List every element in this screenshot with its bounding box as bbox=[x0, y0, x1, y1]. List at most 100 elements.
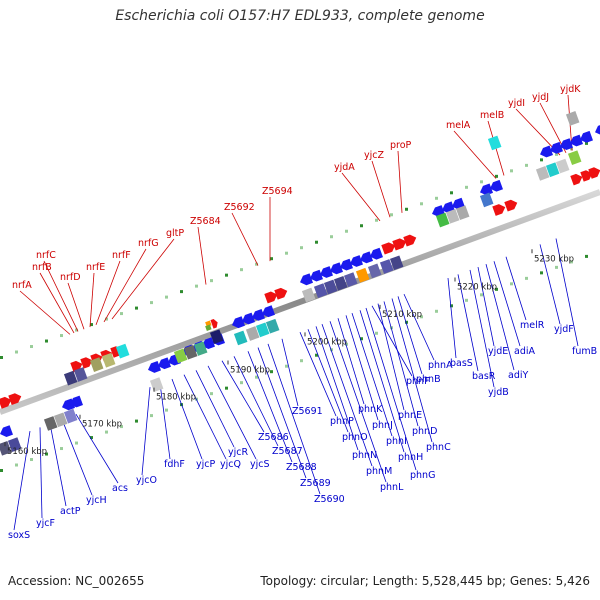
track-dot bbox=[465, 298, 468, 302]
gene-label-bottom: yjcR bbox=[228, 447, 248, 458]
gene-arrow-top bbox=[492, 204, 506, 216]
track-dot bbox=[135, 419, 138, 423]
gene-label-bottom: adiY bbox=[508, 370, 528, 381]
gene-label-bottom: Z5686 bbox=[258, 432, 289, 443]
gene-arrow-bottom bbox=[595, 123, 600, 136]
gene-label-bottom: basR bbox=[472, 371, 496, 382]
gene-arrow-top bbox=[264, 291, 278, 304]
gene-arrow-bottom bbox=[320, 266, 333, 278]
leader-line-bottom bbox=[299, 332, 337, 417]
gene-label-bottom: phnL bbox=[380, 482, 404, 493]
gene-arrow-top bbox=[210, 319, 218, 329]
track-dot bbox=[165, 408, 168, 412]
leader-line-top bbox=[43, 260, 79, 332]
gene-label-top: melB bbox=[480, 110, 504, 121]
gene-arrow-bottom bbox=[432, 205, 445, 217]
gene-label-bottom: Z5688 bbox=[286, 462, 317, 473]
track-dot bbox=[540, 158, 543, 162]
gene-label-bottom: phnF bbox=[406, 376, 430, 387]
accession-text: Accession: NC_002655 bbox=[8, 574, 145, 588]
gene-label-bottom: Z5687 bbox=[272, 446, 303, 457]
gene-label-bottom: yjcS bbox=[250, 459, 270, 470]
leader-line-top bbox=[67, 282, 85, 330]
gene-arrow-top bbox=[8, 393, 22, 406]
gene-label-top: yjdK bbox=[560, 84, 581, 95]
dotted-track bbox=[0, 141, 588, 472]
track-dot bbox=[285, 251, 288, 255]
leader-line-top bbox=[19, 290, 71, 335]
leader-line-bottom bbox=[345, 315, 379, 421]
leader-line-bottom bbox=[233, 356, 279, 447]
gene-label-top: yjdI bbox=[508, 98, 525, 109]
track-dot bbox=[300, 359, 303, 363]
gene-arrow-top bbox=[570, 173, 583, 186]
gene-label-top: proP bbox=[390, 140, 412, 151]
gene-arrow-bottom bbox=[540, 145, 553, 158]
leader-line-bottom bbox=[195, 370, 235, 448]
gene-label-top: nrfG bbox=[138, 238, 159, 249]
gene-arrow-top bbox=[0, 396, 12, 409]
gene-label-bottom: phnB bbox=[416, 374, 441, 385]
track-dot bbox=[255, 262, 258, 266]
leader-line-top bbox=[397, 150, 403, 213]
track-dot bbox=[105, 317, 108, 321]
protein-block bbox=[355, 267, 370, 283]
track-dot bbox=[555, 265, 558, 269]
track-dot bbox=[90, 436, 93, 440]
track-dot bbox=[135, 306, 138, 310]
gene-label-top: nrfD bbox=[60, 272, 81, 283]
track-dot bbox=[375, 218, 378, 222]
leader-line-top bbox=[197, 226, 207, 285]
gene-label-bottom: phnH bbox=[398, 452, 423, 463]
gene-label-bottom: yjdE bbox=[488, 346, 508, 357]
tick-label: 5200 kbp bbox=[307, 337, 347, 347]
gene-label-bottom: phnD bbox=[412, 426, 437, 437]
protein-block bbox=[323, 279, 338, 295]
track-dot bbox=[60, 334, 63, 338]
track-dot bbox=[240, 381, 243, 385]
genome-backbone bbox=[0, 189, 600, 415]
gene-label-bottom: phnE bbox=[398, 410, 422, 421]
gene-arrow-bottom bbox=[300, 273, 313, 286]
protein-block bbox=[565, 111, 580, 126]
gene-label-bottom: fdhF bbox=[164, 459, 185, 470]
track-dot bbox=[255, 375, 258, 379]
track-dot bbox=[90, 323, 93, 327]
track-dot bbox=[345, 342, 348, 346]
gene-label-bottom: yjcP bbox=[196, 459, 215, 470]
track-dot bbox=[60, 447, 63, 451]
leader-line-bottom bbox=[329, 321, 387, 483]
track-dot bbox=[180, 290, 183, 294]
track-dot bbox=[585, 254, 588, 258]
leader-line-bottom bbox=[267, 343, 321, 495]
protein-block bbox=[43, 416, 58, 431]
gene-label-bottom: yjcH bbox=[86, 495, 107, 506]
leader-line-bottom bbox=[159, 383, 171, 460]
track-dot bbox=[450, 191, 453, 195]
leader-line-bottom bbox=[49, 423, 67, 507]
track-dot bbox=[360, 337, 363, 341]
label-leaders bbox=[13, 94, 579, 531]
gene-label-top: gltP bbox=[166, 228, 184, 239]
genome-stats: Topology: circular; Length: 5,528,445 bp… bbox=[260, 574, 590, 588]
gene-arrow-bottom bbox=[452, 197, 465, 210]
gene-label-bottom: phnI bbox=[386, 436, 407, 447]
gene-label-bottom: phnC bbox=[426, 442, 451, 453]
leader-line-bottom bbox=[321, 324, 373, 467]
tick-label: 5230 kbp bbox=[534, 254, 574, 264]
protein-block bbox=[265, 318, 280, 334]
track-dot bbox=[210, 279, 213, 283]
protein-block bbox=[255, 322, 270, 338]
track-dot bbox=[45, 339, 48, 343]
track-dot bbox=[120, 425, 123, 429]
leader-line-bottom bbox=[221, 360, 265, 433]
gene-label-bottom: phnM bbox=[366, 466, 392, 477]
gene-arrow-bottom bbox=[442, 201, 455, 214]
gene-arrow-bottom bbox=[360, 251, 373, 264]
gene-arrow-bottom bbox=[232, 316, 245, 329]
track-dot bbox=[330, 235, 333, 239]
tick-label: 5170 kbp bbox=[82, 420, 122, 430]
gene-arrow-bottom bbox=[0, 425, 13, 437]
protein-block bbox=[301, 287, 316, 303]
protein-block bbox=[73, 367, 88, 382]
